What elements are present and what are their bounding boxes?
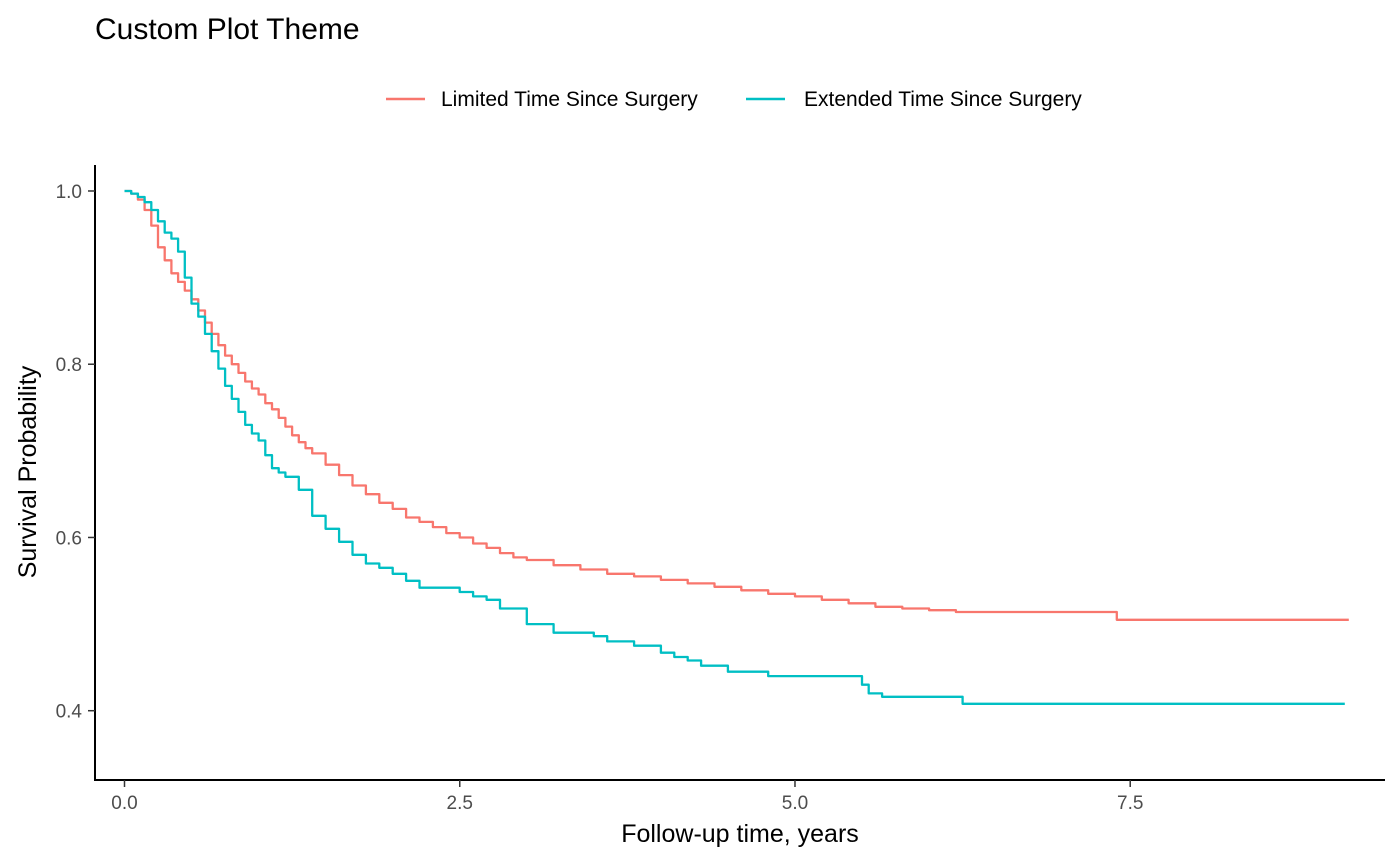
x-tick-label: 5.0 <box>782 793 808 814</box>
x-tick-label: 7.5 <box>1117 793 1143 814</box>
legend: Limited Time Since Surgery Extended Time… <box>386 88 1082 111</box>
y-tick-label: 0.8 <box>56 355 82 376</box>
chart-title: Custom Plot Theme <box>95 13 360 46</box>
legend-label-extended: Extended Time Since Surgery <box>804 88 1082 111</box>
x-axis-title: Follow-up time, years <box>621 820 859 848</box>
y-tick-label: 0.4 <box>56 702 83 723</box>
y-tick-label: 1.0 <box>56 182 82 203</box>
y-axis-ticks: 0.4 0.6 0.8 1.0 <box>56 182 95 723</box>
series-line-extended <box>124 189 1345 705</box>
series-line-limited <box>124 189 1349 621</box>
x-axis-ticks: 0.0 2.5 5.0 7.5 <box>111 780 1143 814</box>
x-tick-label: 2.5 <box>447 793 473 814</box>
series-layer <box>124 189 1349 705</box>
x-tick-label: 0.0 <box>111 793 137 814</box>
y-axis-title: Survival Probability <box>14 365 42 578</box>
y-tick-label: 0.6 <box>56 528 82 549</box>
legend-label-limited: Limited Time Since Surgery <box>441 88 698 111</box>
